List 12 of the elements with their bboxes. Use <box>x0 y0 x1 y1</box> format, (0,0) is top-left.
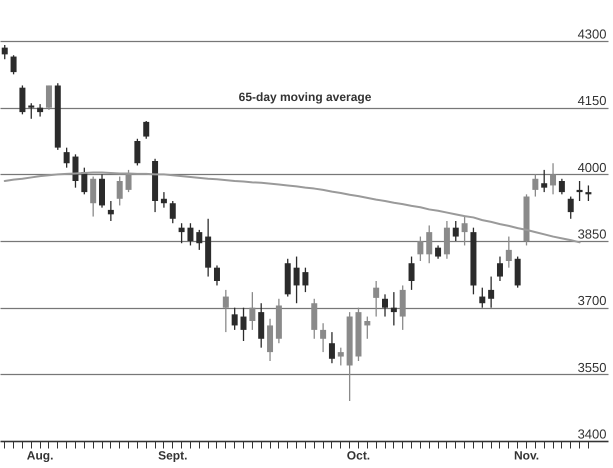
y-tick-label: 3400 <box>578 426 606 442</box>
y-tick-label: 4000 <box>578 160 606 175</box>
x-tick-label: Oct. <box>346 448 370 462</box>
x-tick-label: Aug. <box>26 448 54 462</box>
x-tick-label: Sept. <box>158 448 188 462</box>
x-tick-label: Nov. <box>514 448 540 462</box>
y-tick-label: 3850 <box>578 226 606 242</box>
y-tick-label: 4150 <box>578 93 606 108</box>
y-tick-label: 3700 <box>578 293 606 308</box>
annotation: 65-day moving average <box>238 90 372 104</box>
y-tick-label: 4300 <box>578 26 606 42</box>
y-tick-label: 3550 <box>578 360 606 375</box>
